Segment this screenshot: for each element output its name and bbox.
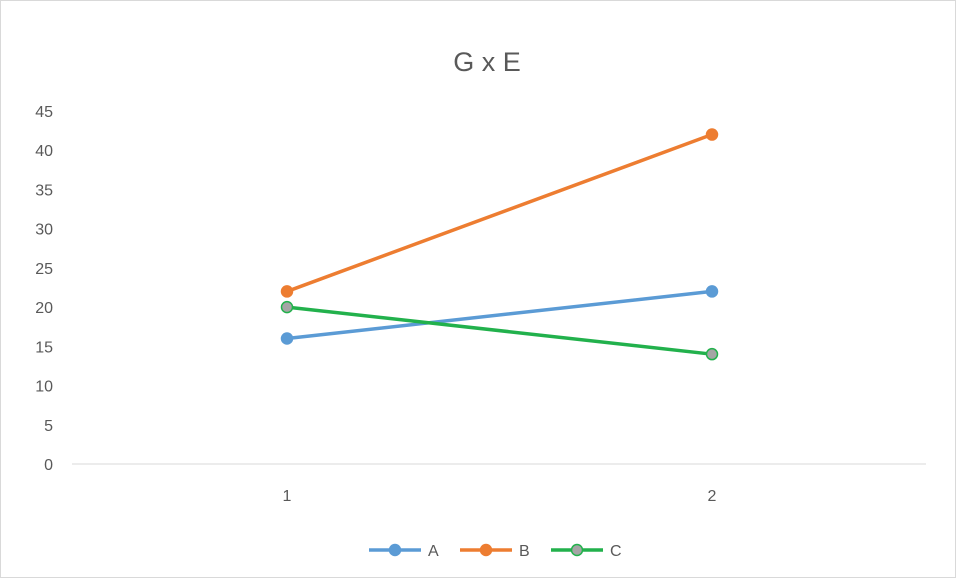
series-b-point — [280, 285, 294, 298]
y-tick-label: 35 — [35, 182, 53, 199]
series-c-point — [280, 300, 294, 314]
y-tick-label: 45 — [35, 104, 53, 121]
y-tick-label: 20 — [35, 300, 53, 317]
series-layer — [280, 128, 719, 361]
series-c — [280, 300, 719, 361]
y-tick-label: 5 — [44, 418, 53, 435]
legend-swatch-marker — [388, 543, 402, 557]
y-tick-label: 40 — [35, 143, 53, 160]
series-c-point — [705, 347, 719, 361]
series-b — [280, 128, 719, 298]
chart-title: G x E — [453, 47, 521, 77]
series-a — [280, 285, 719, 345]
series-c-line — [285, 305, 714, 356]
legend-label: B — [519, 543, 530, 560]
y-tick-label: 30 — [35, 222, 53, 239]
axes: 0 5 10 15 20 25 30 35 40 45 1 2 — [35, 104, 926, 505]
legend: A B C — [369, 543, 622, 560]
legend-label: A — [428, 543, 439, 560]
y-tick-label: 0 — [44, 457, 53, 474]
legend-item-a: A — [369, 543, 439, 560]
x-tick-label: 2 — [708, 488, 717, 505]
x-tick-label: 1 — [283, 488, 292, 505]
legend-swatch-marker — [570, 543, 584, 557]
y-tick-label: 10 — [35, 379, 53, 396]
legend-item-b: B — [460, 543, 530, 560]
series-b-point — [705, 128, 719, 141]
y-tick-label: 15 — [35, 339, 53, 356]
legend-label: C — [610, 543, 622, 560]
series-a-point — [705, 285, 719, 298]
series-a-line — [285, 289, 714, 341]
series-b-line — [285, 132, 714, 294]
y-tick-label: 25 — [35, 261, 53, 278]
legend-swatch-marker — [479, 543, 493, 557]
legend-item-c: C — [551, 543, 622, 560]
series-a-point — [280, 332, 294, 345]
